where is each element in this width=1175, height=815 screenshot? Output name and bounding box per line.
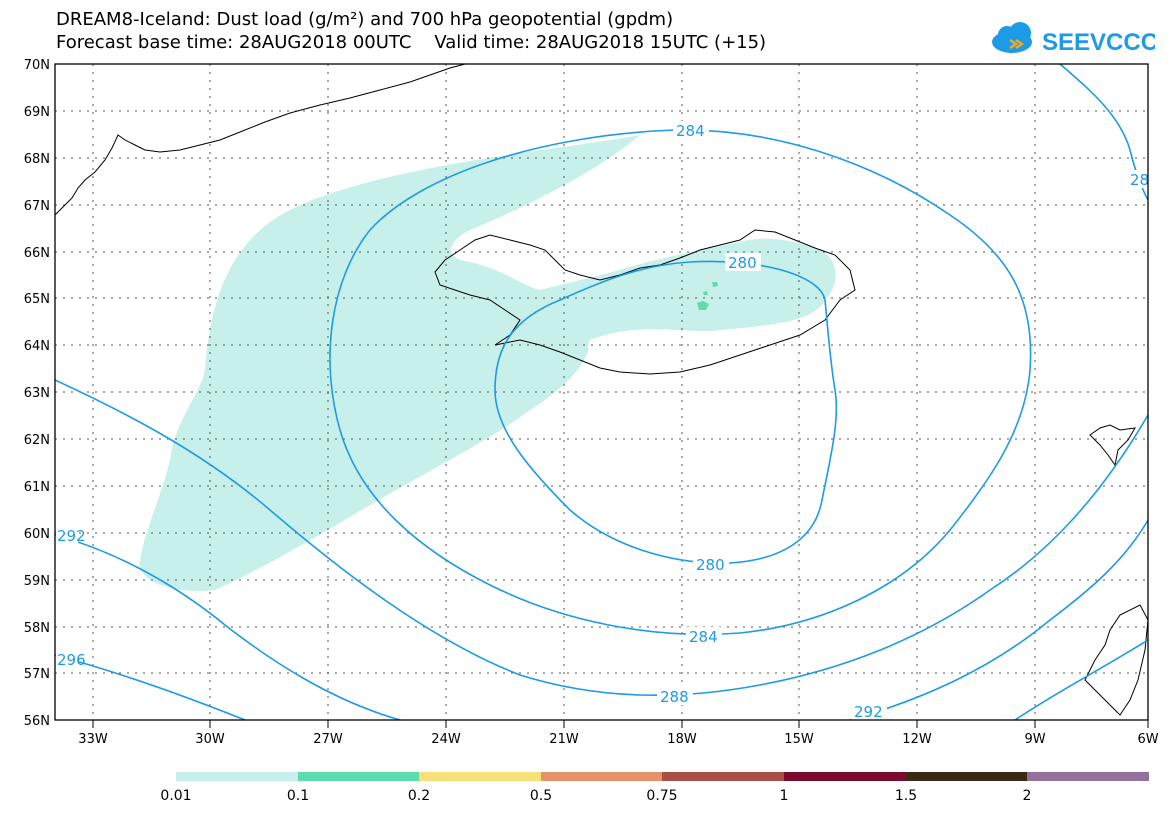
faroe-coast — [1089, 424, 1136, 467]
lon-label: 15W — [784, 732, 814, 747]
longitude-labels: 33W 30W 27W 24W 21W 18W 15W 12W 9W 6W — [78, 732, 1158, 747]
contour-label: 284 — [689, 628, 718, 646]
lat-label: 58N — [24, 621, 50, 636]
contour-label: 292 — [57, 527, 86, 545]
legend-swatch — [419, 772, 541, 781]
seevccc-logo: SEEVCCC — [990, 18, 1158, 58]
latitude-labels: 70N 69N 68N 67N 66N 65N 64N 63N 62N 61N … — [24, 58, 50, 729]
contour-label: 280 — [696, 556, 725, 574]
lon-label: 30W — [195, 732, 225, 747]
legend-swatch — [176, 772, 298, 781]
legend-swatch — [541, 772, 662, 781]
legend-colorbar — [176, 772, 1149, 781]
lat-label: 67N — [24, 199, 50, 214]
legend-label: 0.1 — [287, 788, 309, 804]
legend-swatch — [784, 772, 906, 781]
lon-label: 18W — [667, 732, 697, 747]
legend-label: 1.5 — [895, 788, 917, 804]
legend-label: 0.01 — [160, 788, 191, 804]
legend-label: 0.5 — [530, 788, 552, 804]
contour-label: 296 — [57, 651, 86, 669]
map-frame — [54, 63, 1149, 721]
legend-label: 0.75 — [646, 788, 677, 804]
lat-label: 70N — [24, 58, 50, 73]
legend-labels: 0.01 0.1 0.2 0.5 0.75 1 1.5 2 — [160, 788, 1031, 804]
lat-label: 69N — [24, 105, 50, 120]
legend-swatch — [906, 772, 1027, 781]
legend-swatch — [298, 772, 419, 781]
coastlines — [54, 63, 1149, 716]
contour-label: 28 — [1130, 171, 1149, 189]
contour-label: 284 — [676, 122, 705, 140]
map-title: DREAM8-Iceland: Dust load (g/m²) and 700… — [56, 9, 674, 30]
contour-292 — [54, 534, 401, 721]
logo-text: SEEVCCC — [1042, 29, 1155, 56]
map-subtitle: Forecast base time: 28AUG2018 00UTC Vali… — [56, 32, 767, 53]
lon-label: 6W — [1137, 732, 1158, 747]
lon-label: 21W — [549, 732, 579, 747]
contour-label: 288 — [660, 688, 689, 706]
contour-288 — [54, 379, 1149, 697]
lat-label: 57N — [24, 667, 50, 682]
lat-label: 60N — [24, 527, 50, 542]
contour-label: 292 — [854, 703, 883, 721]
lat-label: 65N — [24, 292, 50, 307]
legend-swatch — [662, 772, 784, 781]
graticule — [55, 64, 1148, 720]
lat-label: 68N — [24, 152, 50, 167]
contour-se — [1014, 639, 1149, 721]
legend-label: 2 — [1023, 788, 1032, 804]
lat-label: 63N — [24, 386, 50, 401]
dust-area — [139, 135, 836, 591]
lat-label: 66N — [24, 246, 50, 261]
lat-label: 59N — [24, 574, 50, 589]
greenland-coast — [54, 63, 466, 216]
cloud-icon — [992, 22, 1032, 53]
contour-292b — [849, 519, 1149, 721]
lon-label: 27W — [313, 732, 343, 747]
lat-label: 64N — [24, 339, 50, 354]
lon-label: 12W — [902, 732, 932, 747]
axis-ticks — [92, 720, 1149, 728]
scotland-coast — [1084, 604, 1149, 716]
lon-label: 24W — [431, 732, 461, 747]
legend-label: 0.2 — [408, 788, 430, 804]
iceland-coast — [434, 229, 856, 375]
lon-label: 33W — [78, 732, 108, 747]
lat-label: 62N — [24, 433, 50, 448]
lat-label: 61N — [24, 480, 50, 495]
legend-label: 1 — [780, 788, 789, 804]
lat-label: 56N — [24, 714, 50, 729]
legend-swatch — [1027, 772, 1149, 781]
contour-labels: 284 280 280 284 288 292 292 296 28 — [56, 121, 1149, 721]
lon-label: 9W — [1024, 732, 1045, 747]
contour-label: 280 — [728, 254, 757, 272]
